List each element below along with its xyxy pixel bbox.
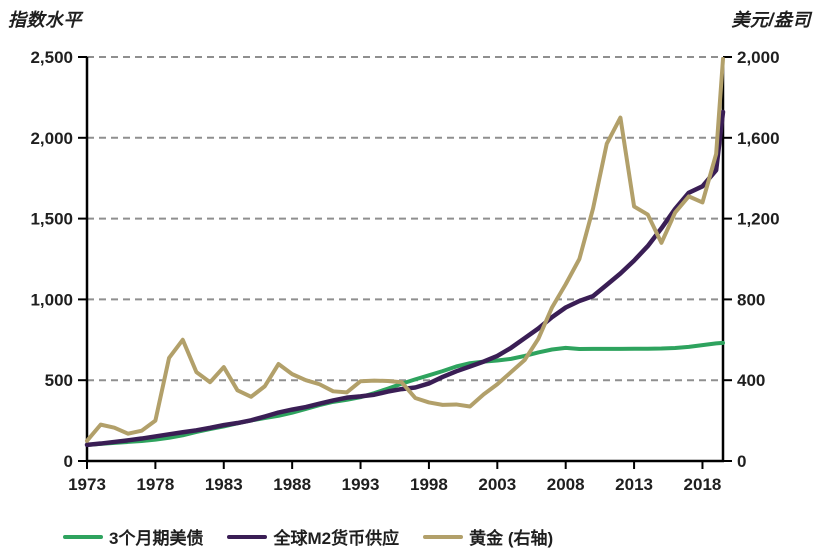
x-axis-tick-label: 2013	[615, 475, 653, 494]
x-axis-tick-label: 1978	[136, 475, 174, 494]
right-axis-tick-label: 400	[737, 371, 765, 390]
left-axis-tick-label: 1,500	[30, 210, 73, 229]
x-axis-tick-label: 2008	[547, 475, 585, 494]
right-axis-tick-label: 0	[737, 452, 746, 471]
treasury-line-swatch	[63, 534, 103, 539]
legend-label-treasury: 3个月期美债	[109, 529, 204, 548]
legend-item-gold: 黄金 (右轴)	[423, 524, 553, 549]
x-axis-tick-label: 1983	[205, 475, 243, 494]
m2-line-swatch	[227, 534, 268, 539]
gold-line-swatch	[423, 534, 464, 539]
right-axis-tick-label: 1,200	[737, 210, 780, 229]
left-axis-tick-label: 2,500	[30, 48, 73, 67]
left-axis-tick-label: 500	[45, 371, 73, 390]
legend-item-treasury: 3个月期美债	[63, 524, 203, 549]
x-axis-tick-label: 2018	[684, 475, 722, 494]
right-axis-tick-label: 1,600	[737, 129, 780, 148]
left-axis-tick-label: 2,000	[30, 129, 73, 148]
right-axis-title: 美元/盎司	[731, 10, 811, 30]
legend-item-m2: 全球M2货币供应	[227, 524, 399, 549]
legend-label-m2: 全球M2货币供应	[273, 529, 400, 548]
x-axis-tick-label: 1993	[342, 475, 380, 494]
x-axis-tick-label: 2003	[478, 475, 516, 494]
right-axis-tick-label: 800	[737, 290, 765, 309]
left-axis-tick-label: 0	[64, 452, 73, 471]
right-axis-tick-label: 2,000	[737, 48, 780, 67]
x-axis-tick-label: 1973	[68, 475, 106, 494]
x-axis-tick-label: 1988	[273, 475, 311, 494]
legend: 3个月期美债 全球M2货币供应 黄金 (右轴)	[63, 524, 553, 549]
x-axis-tick-label: 1998	[410, 475, 448, 494]
gold-series-line	[85, 57, 725, 443]
treasury-series-line	[85, 340, 725, 447]
left-axis-title: 指数水平	[8, 10, 82, 30]
chart-svg: 0 500 1,000 1,500 2,000 2,500 0 400 800 1,200 1,60…	[30, 48, 780, 494]
legend-label-gold: 黄金 (右轴)	[469, 529, 554, 548]
left-axis-tick-label: 1,000	[30, 290, 73, 309]
